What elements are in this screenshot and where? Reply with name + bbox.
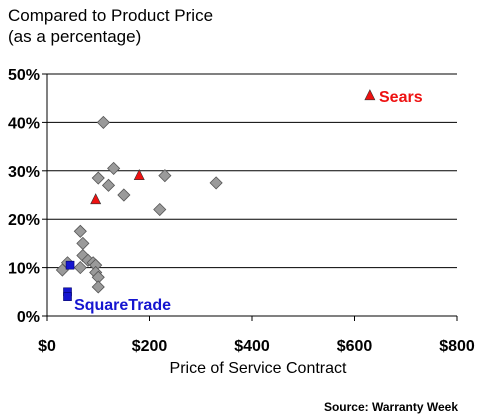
y-tick-label: 50% [8, 67, 40, 84]
data-point-triangle [133, 168, 145, 180]
y-tick-label: 10% [8, 261, 40, 278]
data-point-diamond [91, 171, 105, 185]
data-point-triangle [90, 193, 102, 205]
data-point-triangle [364, 89, 376, 101]
y-tick-label: 40% [8, 115, 40, 132]
y-tick-label: 20% [8, 212, 40, 229]
chart-title-line-1: Compared to Product Price [8, 6, 214, 25]
chart-title-line-2: (as a percentage) [8, 27, 142, 46]
y-tick-label: 30% [8, 164, 40, 181]
data-point-diamond [101, 178, 116, 192]
x-axis-label: Price of Service Contract [169, 360, 347, 377]
data-point-diamond [73, 224, 87, 238]
data-point-diamond [117, 188, 131, 202]
data-point-diamond [107, 161, 121, 175]
data-point-square [65, 260, 75, 270]
data-point-diamond [76, 236, 90, 250]
y-tick-label: 0% [17, 309, 40, 326]
x-tick-label: $400 [234, 338, 270, 355]
x-tick-label: $0 [38, 338, 56, 355]
data-point-diamond [158, 169, 172, 183]
data-point-diamond [91, 280, 105, 294]
data-point-diamond [96, 115, 110, 129]
data-point-diamond [153, 202, 167, 217]
x-tick-label: $200 [132, 338, 168, 355]
x-tick-label: $800 [439, 338, 475, 355]
data-point-diamond [73, 261, 87, 275]
x-tick-label: $600 [337, 338, 373, 355]
data-point-diamond [209, 176, 223, 190]
data-point-square [63, 292, 72, 301]
annotation-squaretrade: SquareTrade [74, 297, 171, 314]
annotation-sears: Sears [379, 89, 423, 106]
source-credit: Source: Warranty Week [323, 400, 458, 414]
